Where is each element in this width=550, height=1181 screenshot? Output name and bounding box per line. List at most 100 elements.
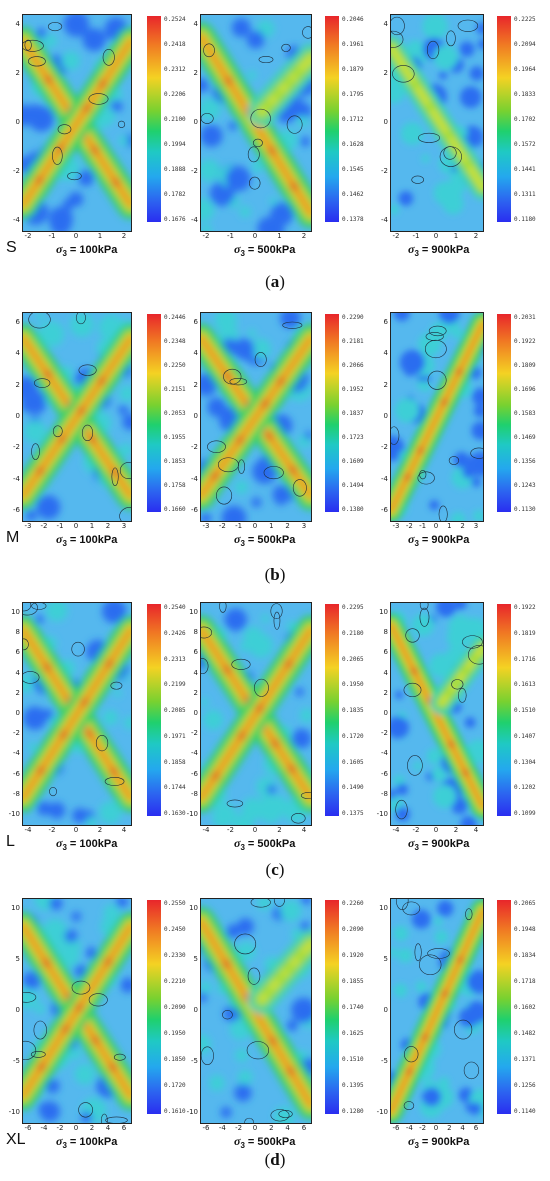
field-blotch [36,495,61,520]
field-blotch [99,801,122,824]
contour-line [222,1010,233,1020]
y-tick-label: 5 [383,955,388,963]
colorbar-tick-label: 0.1809 [514,362,536,369]
field-blotch [45,1079,60,1094]
band-hotspot [453,679,460,686]
field-blotch [391,789,397,799]
contour-line [404,1046,419,1063]
field-blotch [36,801,52,816]
contour-line [273,899,285,907]
sigma-subscript: 3 [240,249,245,259]
contour-line [448,456,460,465]
colorbar-tick-label: 0.1180 [514,216,536,223]
contour-plot [200,14,312,232]
colorbar-tick-label: 0.1545 [342,166,364,173]
y-tick-label: 4 [383,20,388,28]
y-tick-label: 5 [15,955,20,963]
contour-line [278,1109,293,1118]
contour-line [31,443,40,460]
x-tick-label: 6 [301,1124,307,1132]
colorbar-tick-label: 0.1395 [342,1082,364,1089]
contour-line [234,933,257,955]
field-blotch [49,899,63,911]
field-blotch [69,1047,82,1060]
field-blotch [226,924,241,939]
band-hotspot [286,1067,295,1076]
band-hotspot [406,1068,413,1075]
contour-line [438,505,448,521]
contour-line [231,658,251,670]
band-hotspot [462,769,469,776]
field-blotch [201,1034,212,1055]
colorbar-tick-label: 0.1964 [514,66,536,73]
confining-pressure-value: = 900kPa [421,534,470,546]
sigma3-label: σ3 = 100kPa [56,242,117,258]
band-hotspot [417,447,424,454]
field-blotch [239,641,250,652]
x-tick-label: -1 [412,232,420,240]
contour-line [23,671,40,684]
colorbar-tick-label: 0.2180 [342,629,364,637]
x-tick-label: 2 [301,232,307,240]
field-blotch [469,66,483,81]
field-blotch [62,198,74,210]
field-blotch [466,970,483,994]
contour-line [52,425,63,438]
band-hotspot [289,466,297,474]
x-tick-label: -2 [56,1124,64,1132]
x-tick-label: 4 [285,1124,290,1132]
field-blotch [234,480,249,495]
band-hotspot [223,665,232,674]
contour-line [216,486,233,505]
contour-line [119,506,131,521]
x-tick-label: 2 [453,826,459,834]
sigma3-label: σ3 = 100kPa [56,532,117,548]
band-hotspot [268,146,276,155]
x-tick-label: -4 [40,1124,48,1132]
field-blotch [203,709,224,730]
band-hotspot [91,146,99,154]
sigma-symbol: σ [234,1134,241,1148]
caption-paren: ) [279,272,285,291]
field-blotch [396,783,409,796]
colorbar-tick-label: 0.1696 [514,386,536,393]
contour-line [402,901,421,916]
x-tick-label: 6 [473,1124,479,1132]
field-blotch [201,78,209,93]
x-tick-label: -2 [48,826,56,834]
band-hotspot [290,182,298,191]
field-blotch [421,154,430,163]
field-blotch [299,136,310,147]
caption-letter: c [271,860,279,879]
x-tick-label: 3 [301,522,307,530]
colorbar-tick-label: 0.1955 [164,434,186,441]
field-blotch [104,26,118,40]
band-hotspot [224,77,233,85]
contour-line [462,635,483,649]
sigma3-label: σ3 = 900kPa [408,532,469,548]
band-hotspot [285,964,294,973]
confining-pressure-value: = 100kPa [69,838,118,850]
colorbar [497,900,511,1114]
colorbar-tick-label: 0.1994 [164,141,186,148]
field-blotch [247,328,257,338]
colorbar [497,604,511,816]
band-hotspot [237,731,246,740]
x-tick-label: -3 [392,522,400,530]
colorbar-tick-label: 0.1835 [342,707,364,714]
sigma-symbol: σ [234,836,241,850]
colorbar-tick-label: 0.1850 [164,1056,186,1063]
contour-line [88,993,108,1007]
field-blotch [71,911,82,922]
field-blotch [252,158,262,168]
x-tick-label: 0 [252,232,258,240]
band-hotspot [42,959,51,967]
field-blotch [118,385,131,402]
colorbar-tick-label: 0.1922 [514,338,536,345]
shear-band [391,623,483,810]
contour-line [263,466,284,480]
field-blotch [295,687,304,697]
field-blotch [25,510,37,521]
band-hotspot [287,765,296,773]
